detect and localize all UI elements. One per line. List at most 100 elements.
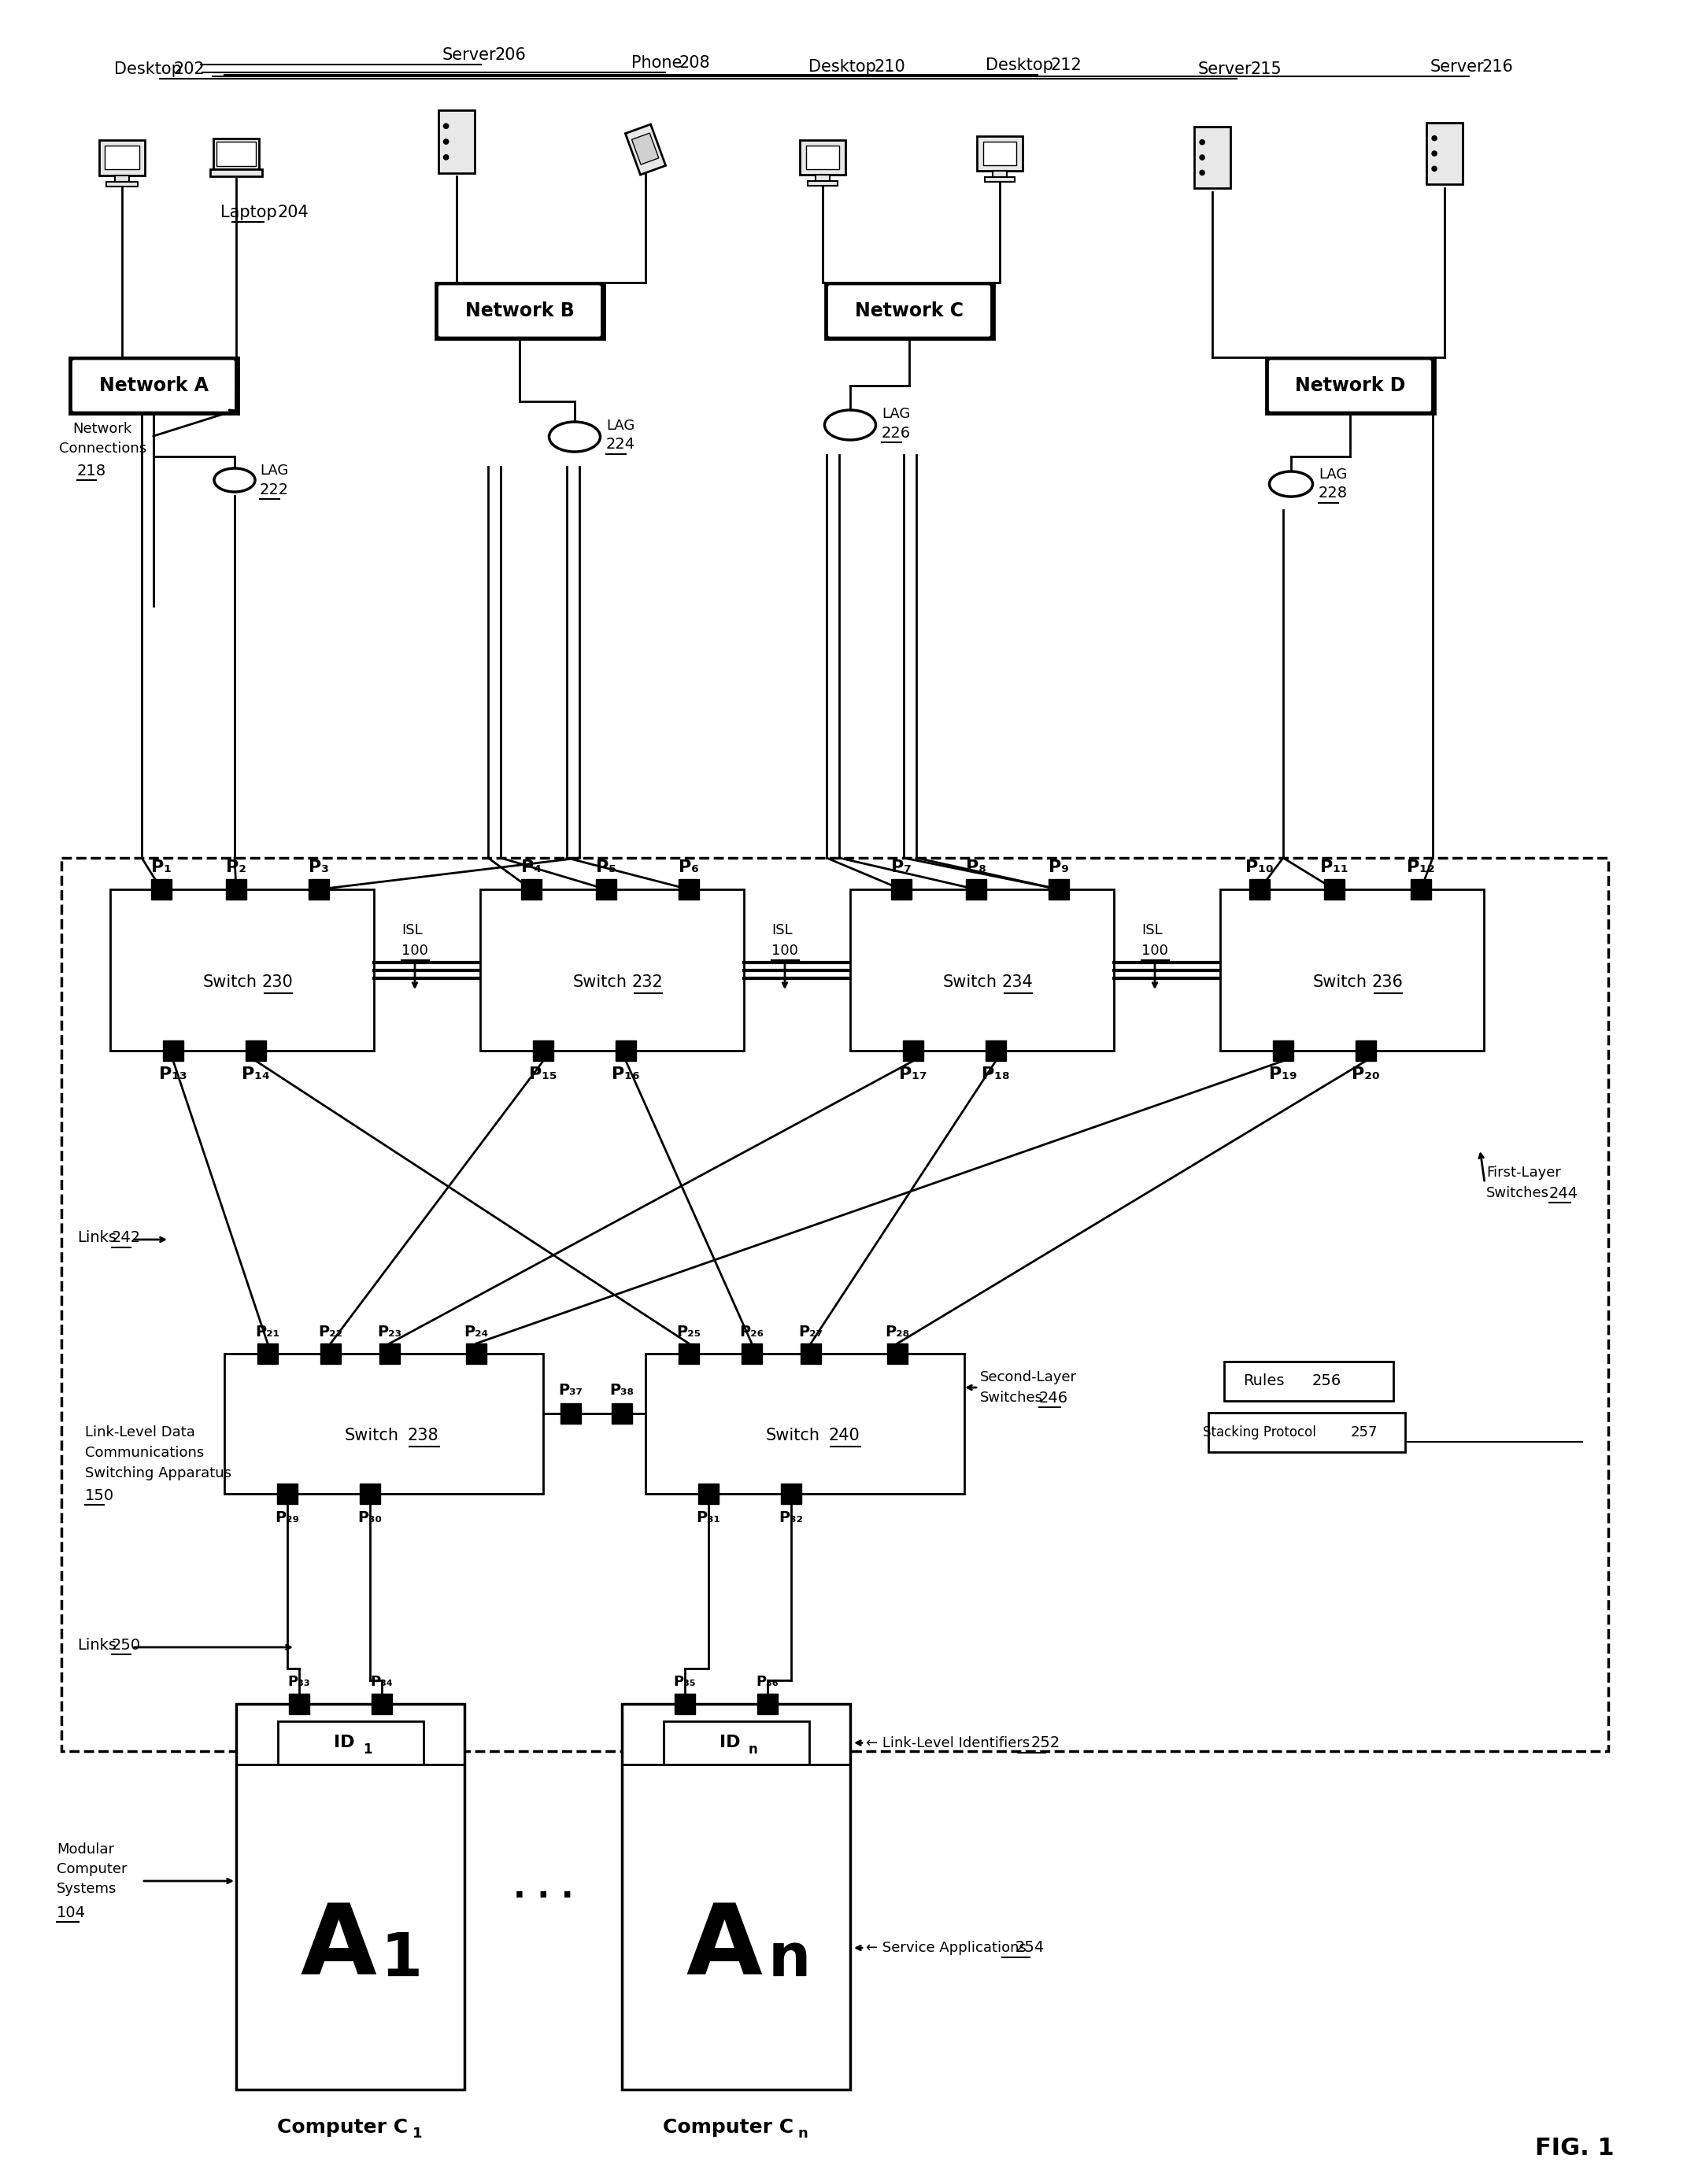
Circle shape <box>1200 140 1204 144</box>
Text: P₈: P₈ <box>966 860 987 876</box>
Text: Second-Layer: Second-Layer <box>980 1369 1077 1385</box>
Bar <box>110 889 374 1051</box>
Text: Stacking Protocol: Stacking Protocol <box>1202 1426 1316 1439</box>
Bar <box>105 146 139 170</box>
Text: 242: 242 <box>112 1230 141 1245</box>
Text: P₁₆: P₁₆ <box>611 1066 640 1081</box>
Text: Link-Level Data: Link-Level Data <box>85 1426 195 1439</box>
Text: LAG: LAG <box>260 463 289 478</box>
Text: Switch: Switch <box>204 974 258 989</box>
Bar <box>224 1354 543 1494</box>
Text: Switch: Switch <box>1313 974 1367 989</box>
Text: 252: 252 <box>1031 1736 1061 1749</box>
Bar <box>61 858 1608 1752</box>
Bar <box>807 181 837 186</box>
Text: P₂₆: P₂₆ <box>740 1324 764 1339</box>
Text: 1: 1 <box>380 1931 423 1990</box>
Text: P₃₄: P₃₄ <box>370 1675 394 1688</box>
Bar <box>800 140 846 175</box>
Text: Switch: Switch <box>766 1428 820 1444</box>
Text: Network C: Network C <box>854 301 963 321</box>
Text: P₁₄: P₁₄ <box>241 1066 270 1081</box>
Bar <box>800 1343 822 1365</box>
Bar <box>360 1483 380 1505</box>
Bar <box>825 282 993 339</box>
Circle shape <box>443 140 448 144</box>
Bar <box>1224 1361 1394 1400</box>
Text: P₉: P₉ <box>1049 860 1070 876</box>
Text: P₂₄: P₂₄ <box>464 1324 489 1339</box>
Text: Links: Links <box>76 1638 117 1653</box>
Bar <box>632 133 659 164</box>
FancyBboxPatch shape <box>71 358 236 413</box>
Bar <box>674 1693 694 1714</box>
Text: Switch: Switch <box>574 974 627 989</box>
Text: A: A <box>301 1900 377 1996</box>
Text: 210: 210 <box>874 59 905 74</box>
Text: P₃₆: P₃₆ <box>756 1675 779 1688</box>
Text: 150: 150 <box>85 1487 114 1503</box>
Ellipse shape <box>214 467 255 491</box>
Text: LAG: LAG <box>606 419 635 432</box>
Text: Systems: Systems <box>56 1883 117 1896</box>
Text: 100: 100 <box>771 943 798 959</box>
Bar <box>679 1343 700 1365</box>
Text: Connections: Connections <box>59 441 146 456</box>
Text: Computer C: Computer C <box>277 2118 408 2136</box>
Text: Switches: Switches <box>1486 1186 1549 1201</box>
Text: Communications: Communications <box>85 1446 204 1459</box>
Bar <box>435 282 604 339</box>
Bar <box>1265 358 1435 415</box>
Bar <box>217 142 256 166</box>
Text: ← Link-Level Identifiers: ← Link-Level Identifiers <box>866 1736 1031 1749</box>
Circle shape <box>1200 170 1204 175</box>
Text: P₇: P₇ <box>891 860 912 876</box>
Bar <box>851 889 1114 1051</box>
Text: 236: 236 <box>1372 974 1403 989</box>
Text: Network A: Network A <box>98 376 209 395</box>
Bar <box>211 168 261 177</box>
Text: 244: 244 <box>1549 1186 1579 1201</box>
Bar <box>611 1404 632 1424</box>
Text: 1: 1 <box>363 1743 372 1756</box>
Bar <box>978 135 1022 170</box>
Bar <box>616 1040 637 1061</box>
Text: P₃₅: P₃₅ <box>674 1675 696 1688</box>
Bar <box>985 177 1015 181</box>
Text: Phone: Phone <box>632 55 683 70</box>
Text: P₆: P₆ <box>679 860 700 876</box>
Text: P₂: P₂ <box>226 860 246 876</box>
Bar <box>1355 1040 1375 1061</box>
Bar <box>438 111 475 173</box>
Text: 100: 100 <box>401 943 428 959</box>
Text: P₃₃: P₃₃ <box>289 1675 311 1688</box>
Text: Desktop: Desktop <box>985 57 1053 74</box>
Bar <box>1221 889 1484 1051</box>
Text: Links: Links <box>76 1230 117 1245</box>
Bar <box>289 1693 309 1714</box>
Text: P₂₅: P₂₅ <box>676 1324 701 1339</box>
Bar <box>70 358 238 415</box>
Bar <box>372 1693 392 1714</box>
Bar <box>163 1040 183 1061</box>
Text: Switch: Switch <box>345 1428 399 1444</box>
Text: Server: Server <box>1199 61 1251 76</box>
Text: P₃: P₃ <box>309 860 329 876</box>
Text: Modular: Modular <box>56 1843 114 1856</box>
Circle shape <box>1431 151 1437 155</box>
Text: P₁: P₁ <box>151 860 171 876</box>
Text: Rules: Rules <box>1243 1374 1284 1389</box>
Bar <box>521 880 542 900</box>
Text: A: A <box>686 1900 762 1996</box>
Bar <box>985 1040 1005 1061</box>
Text: P₂₃: P₂₃ <box>377 1324 402 1339</box>
Text: P₁₂: P₁₂ <box>1408 860 1435 876</box>
Bar <box>1426 122 1462 183</box>
Text: 240: 240 <box>829 1428 859 1444</box>
Bar <box>891 880 912 900</box>
Text: ID: ID <box>333 1734 355 1752</box>
Bar <box>645 1354 964 1494</box>
Text: P₂₈: P₂₈ <box>885 1324 910 1339</box>
Bar <box>321 1343 341 1365</box>
Text: P₃₇: P₃₇ <box>559 1382 582 1398</box>
